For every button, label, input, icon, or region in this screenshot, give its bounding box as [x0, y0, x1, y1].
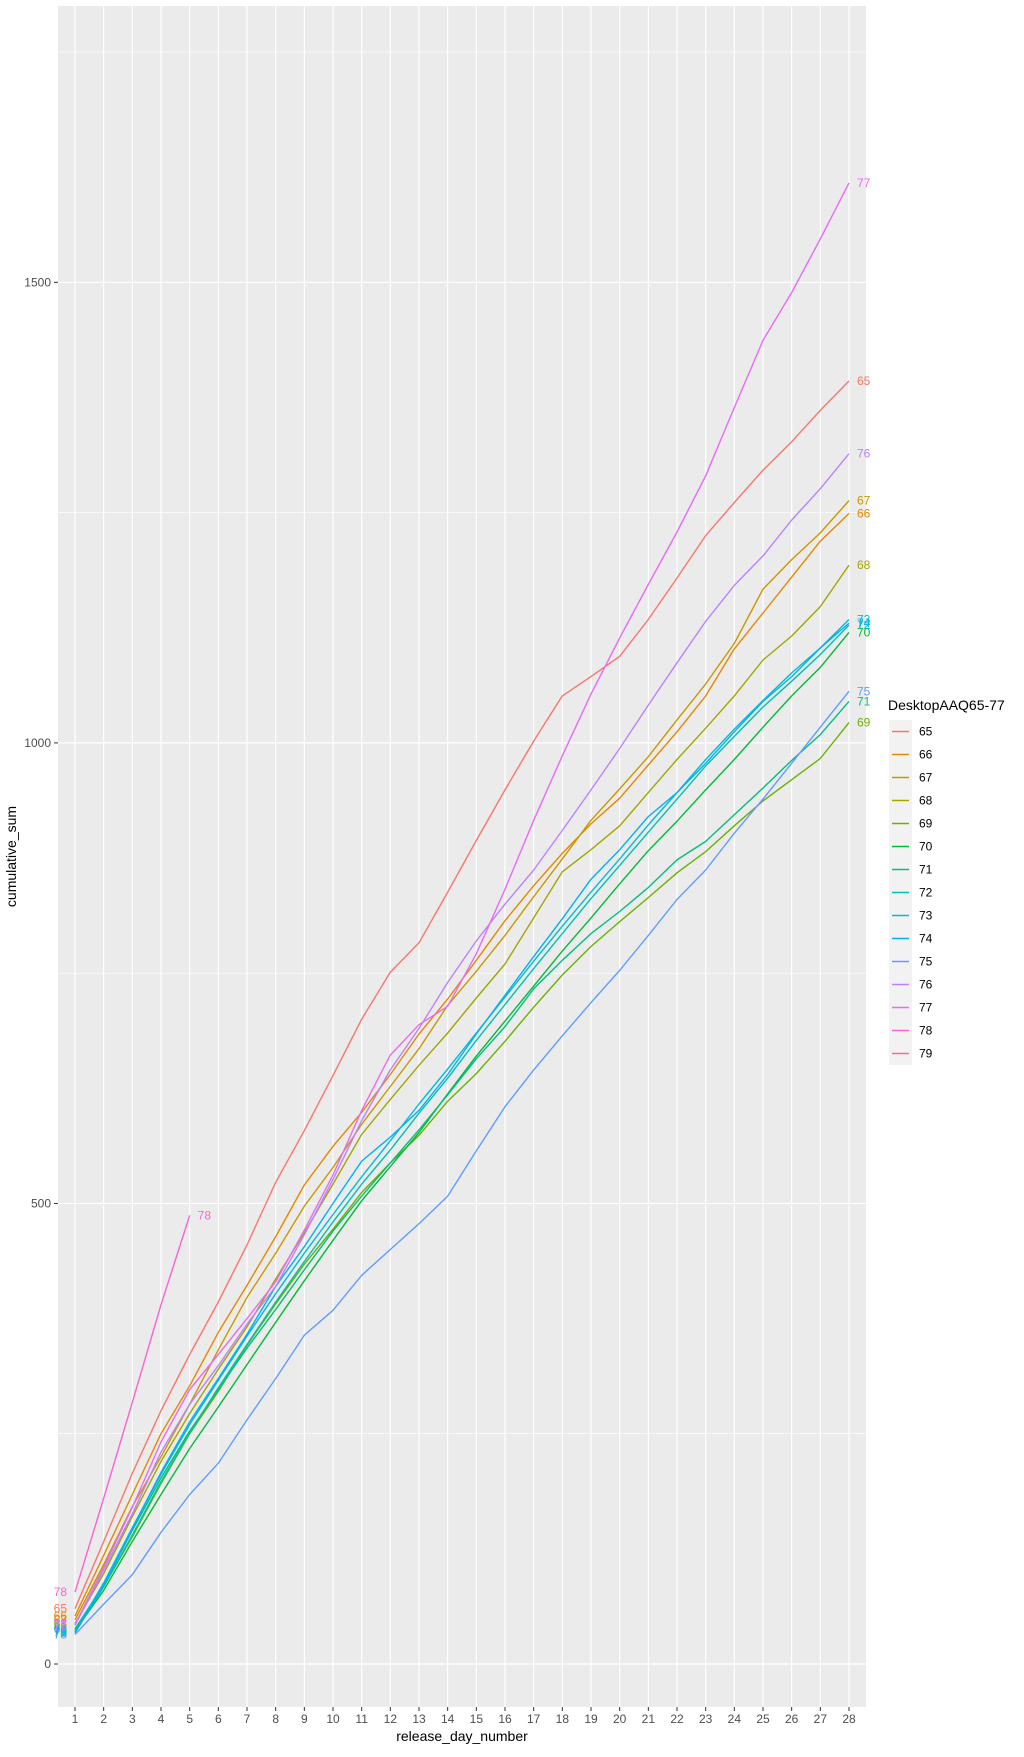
y-tick-label: 0: [44, 1657, 51, 1671]
series-line-77: [74, 182, 850, 1625]
x-tick-label: 11: [355, 1712, 368, 1726]
y-tick-label: 1000: [24, 736, 51, 750]
legend-label-72: 72: [919, 886, 933, 900]
x-tick-label: 1: [72, 1712, 79, 1726]
series-line-68: [74, 564, 850, 1624]
x-axis-title: release_day_number: [396, 1728, 528, 1744]
y-tick-label: 1500: [24, 275, 51, 289]
x-tick-label: 2: [100, 1712, 107, 1726]
series-end-label-77: 77: [857, 176, 871, 190]
series-start-label-72: 72: [54, 1626, 68, 1640]
end-labels: 6565666667676868696970707171727273737474…: [54, 176, 871, 1642]
x-tick-label: 19: [584, 1712, 598, 1726]
series-line-72: [74, 624, 850, 1634]
x-tick-label: 23: [699, 1712, 713, 1726]
x-tick-label: 12: [384, 1712, 398, 1726]
series-line-73: [74, 619, 850, 1633]
series-start-label-74: 74: [54, 1626, 68, 1640]
legend-label-70: 70: [919, 840, 933, 854]
series-start-label-73: 73: [54, 1625, 68, 1639]
x-tick-label: 21: [642, 1712, 656, 1726]
series-line-76: [74, 453, 850, 1626]
x-tick-label: 25: [756, 1712, 770, 1726]
grid-lines: [58, 6, 866, 1707]
x-tick-label: 24: [728, 1712, 742, 1726]
plot-panel: [58, 6, 866, 1707]
legend-label-77: 77: [919, 1001, 933, 1015]
legend-label-79: 79: [919, 1047, 933, 1061]
panel-background: [58, 6, 866, 1707]
x-tick-label: 3: [129, 1712, 136, 1726]
series-start-label-71: 71: [54, 1622, 68, 1636]
series-end-label-72: 72: [857, 618, 871, 632]
x-tick-label: 13: [412, 1712, 426, 1726]
series-end-label-65: 65: [857, 374, 871, 388]
x-tick-label: 7: [244, 1712, 251, 1726]
series-line-75: [74, 690, 850, 1635]
series-start-label-76: 76: [54, 1618, 68, 1632]
series-end-label-70: 70: [857, 625, 871, 639]
legend-label-74: 74: [919, 932, 933, 946]
legend-label-75: 75: [919, 955, 933, 969]
legend-label-76: 76: [919, 978, 933, 992]
series-end-label-75: 75: [857, 684, 871, 698]
legend-label-66: 66: [919, 748, 933, 762]
legend-label-68: 68: [919, 794, 933, 808]
legend-label-73: 73: [919, 909, 933, 923]
series-start-label-78: 78: [54, 1585, 68, 1599]
series-end-label-67: 67: [857, 494, 871, 508]
series-start-label-68: 68: [54, 1616, 68, 1630]
x-tick-label: 4: [158, 1712, 165, 1726]
x-tick-label: 16: [498, 1712, 512, 1726]
y-axis-title: cumulative_sum: [3, 806, 19, 907]
series-end-label-66: 66: [857, 507, 871, 521]
x-tick-label: 26: [785, 1712, 799, 1726]
series-end-label-69: 69: [857, 716, 871, 730]
x-tick-label: 14: [441, 1712, 455, 1726]
series-line-69: [74, 722, 850, 1630]
series-end-label-68: 68: [857, 558, 871, 572]
x-tick-label: 22: [670, 1712, 684, 1726]
series-end-label-78: 78: [198, 1208, 212, 1222]
x-tick-label: 17: [527, 1712, 541, 1726]
series-start-label-67: 67: [54, 1613, 68, 1627]
series-end-label-76: 76: [857, 447, 871, 461]
series-start-label-65: 65: [54, 1602, 68, 1616]
series-end-label-74: 74: [857, 616, 871, 630]
legend-label-65: 65: [919, 725, 933, 739]
x-tick-label: 6: [215, 1712, 222, 1726]
series-lines: [74, 182, 850, 1635]
series-line-65: [74, 380, 850, 1609]
legend-label-71: 71: [919, 863, 933, 877]
series-start-label-70: 70: [54, 1624, 68, 1638]
series-end-label-73: 73: [857, 612, 871, 626]
x-tick-label: 9: [301, 1712, 308, 1726]
legend-label-69: 69: [919, 817, 933, 831]
legend-label-67: 67: [919, 771, 933, 785]
legend-title: DesktopAAQ65-77: [888, 697, 1005, 713]
series-line-78: [74, 1215, 191, 1593]
x-tick-label: 18: [556, 1712, 570, 1726]
series-line-67: [74, 500, 850, 1621]
series-start-label-75: 75: [54, 1628, 68, 1642]
series-end-label-71: 71: [857, 694, 871, 708]
x-tick-label: 27: [814, 1712, 828, 1726]
legend: DesktopAAQ65-77 65 66 67 68 69 70 71 72 73 74 75 76…: [888, 697, 1005, 1065]
x-tick-label: 28: [842, 1712, 856, 1726]
x-tick-label: 15: [470, 1712, 484, 1726]
x-tick-label: 5: [186, 1712, 193, 1726]
x-tick-label: 20: [613, 1712, 627, 1726]
y-tick-label: 500: [31, 1196, 51, 1210]
x-tick-label: 8: [272, 1712, 279, 1726]
legend-label-78: 78: [919, 1024, 933, 1038]
series-line-70: [74, 631, 850, 1632]
series-start-label-66: 66: [54, 1609, 68, 1623]
series-start-label-77: 77: [54, 1617, 68, 1631]
x-tick-label: 10: [326, 1712, 340, 1726]
series-line-74: [74, 622, 850, 1634]
series-start-label-69: 69: [54, 1622, 68, 1636]
